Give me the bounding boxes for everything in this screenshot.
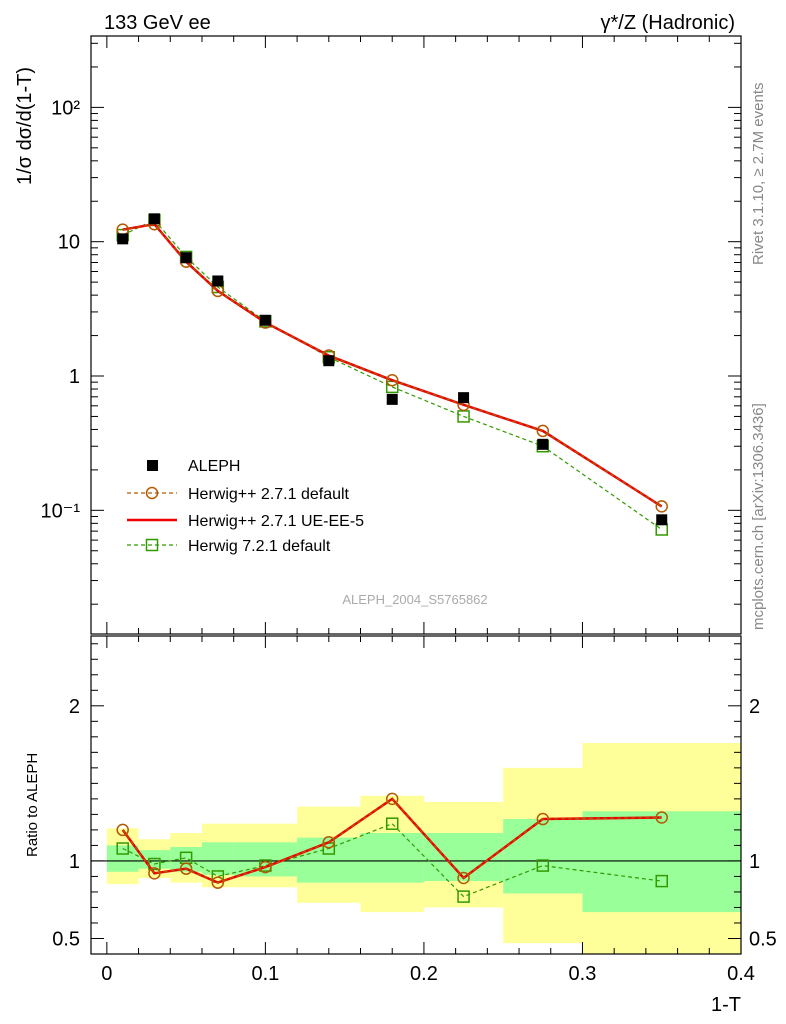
- ratio-herwig-default-point: [457, 871, 470, 885]
- ratio-herwig-default-point: [179, 862, 193, 875]
- main-herwig-default-line: [122, 223, 663, 507]
- legend-herwig7-label: Herwig 7.2.1 default: [188, 538, 331, 555]
- main-plot-frame: [90, 35, 742, 635]
- band-inner-rect: [201, 842, 234, 875]
- main-herwig-default-point: [655, 500, 668, 513]
- ratio-plot-frame: [90, 635, 742, 955]
- main-y-tick-label: 1: [69, 366, 80, 388]
- axis-ticks: [91, 36, 741, 954]
- ratio-herwig7-default-point: [116, 842, 129, 855]
- ratio-x-tick-label: 0.4: [727, 963, 755, 985]
- plot-frames: [90, 35, 742, 955]
- ratio-y-tick-label: 1: [69, 851, 80, 873]
- main-herwig7-default-point: [655, 523, 668, 536]
- main-y-tick-label: 10²: [51, 97, 80, 119]
- main-aleph-data-point: [386, 393, 398, 405]
- ratio-herwig7-default-point: [536, 859, 550, 872]
- axis-tick-labels: 10⁻¹ 1 10 10² 0.5 0.5 1 1 2 2 0 0.1 0.2 0.3 0.4: [41, 97, 777, 985]
- ratio-bands: [91, 743, 741, 954]
- ratio-y-tick-label-right: 2: [749, 696, 760, 718]
- main-aleph-data-point: [458, 392, 470, 404]
- band-inner-rect: [503, 819, 583, 894]
- band-inner-rect: [360, 833, 424, 883]
- main-y-tick-label: 10: [58, 232, 80, 254]
- ratio-herwig-default-point: [655, 811, 668, 824]
- legend-herwig-ue-label: Herwig++ 2.7.1 UE-EE-5: [188, 513, 364, 530]
- main-herwig7-default-line: [122, 219, 663, 530]
- main-y-tick-label: 10⁻¹: [41, 500, 81, 522]
- legend-aleph-label: ALEPH: [188, 458, 240, 475]
- data-series: [116, 213, 668, 903]
- main-aleph-data-point: [323, 355, 335, 367]
- ratio-y-tick-label: 0.5: [52, 928, 80, 950]
- rivet-label: Rivet 3.1.10, ≥ 2.7M events: [750, 83, 767, 266]
- ratio-herwig-default-point: [536, 812, 550, 826]
- ratio-herwig7-default-point: [457, 890, 470, 903]
- ratio-herwig7-default-line: [122, 822, 662, 898]
- main-aleph-data-point: [148, 213, 160, 225]
- ratio-herwig-default-point: [211, 876, 225, 889]
- band-inner-rect: [106, 845, 139, 872]
- main-aleph-data-point: [180, 252, 192, 264]
- main-ylabel: 1/σ dσ/d(1-T): [14, 67, 36, 185]
- analysis-id: ALEPH_2004_S5765862: [342, 592, 487, 607]
- main-aleph-data-point: [117, 233, 129, 245]
- header-left: 133 GeV ee: [104, 12, 211, 34]
- main-aleph-data-point: [259, 314, 271, 326]
- ratio-herwig-default-point: [322, 836, 336, 849]
- ratio-x-tick-label: 0: [101, 963, 112, 985]
- header-right: γ*/Z (Hadronic): [601, 12, 735, 34]
- legend-herwig7-marker: [145, 538, 159, 552]
- ratio-y-tick-label-right: 0.5: [749, 928, 777, 950]
- main-aleph-data-point: [212, 275, 224, 287]
- ratio-y-tick-label: 2: [69, 696, 80, 718]
- ratio-herwig-default-line: [122, 798, 662, 884]
- ratio-ylabel: Ratio to ALEPH: [24, 753, 41, 857]
- ratio-herwig-default-point: [385, 792, 399, 806]
- main-herwig-default-point: [385, 373, 399, 387]
- main-aleph-data-point: [537, 438, 549, 450]
- ratio-herwig-default-point: [116, 823, 129, 837]
- legend-herwig-default-label: Herwig++ 2.7.1 default: [188, 486, 350, 503]
- ratio-herwig7-default-point: [385, 817, 399, 830]
- legend-aleph-marker: [147, 460, 158, 471]
- ratio-x-tick-label: 0.1: [251, 963, 279, 985]
- legend: ALEPH Herwig++ 2.7.1 default Herwig++ 2.…: [127, 458, 364, 555]
- x-axis-label: 1-T: [711, 994, 741, 1016]
- main-herwig-default-point: [536, 424, 550, 438]
- band-inner-rect: [297, 837, 361, 883]
- main-aleph-data-point: [656, 514, 668, 526]
- ratio-herwig-default-point: [259, 860, 272, 874]
- band-inner-rect: [582, 811, 741, 913]
- legend-herwig-default-marker: [145, 486, 159, 500]
- mcplots-label: mcplots.cern.ch [arXiv:1306.3436]: [750, 403, 767, 630]
- ratio-herwig7-default-point: [655, 874, 668, 888]
- ratio-x-tick-label: 0.2: [410, 963, 438, 985]
- ratio-herwig-default-point: [148, 867, 161, 880]
- ratio-y-tick-label-right: 1: [749, 851, 760, 873]
- ratio-x-tick-label: 0.3: [569, 963, 597, 985]
